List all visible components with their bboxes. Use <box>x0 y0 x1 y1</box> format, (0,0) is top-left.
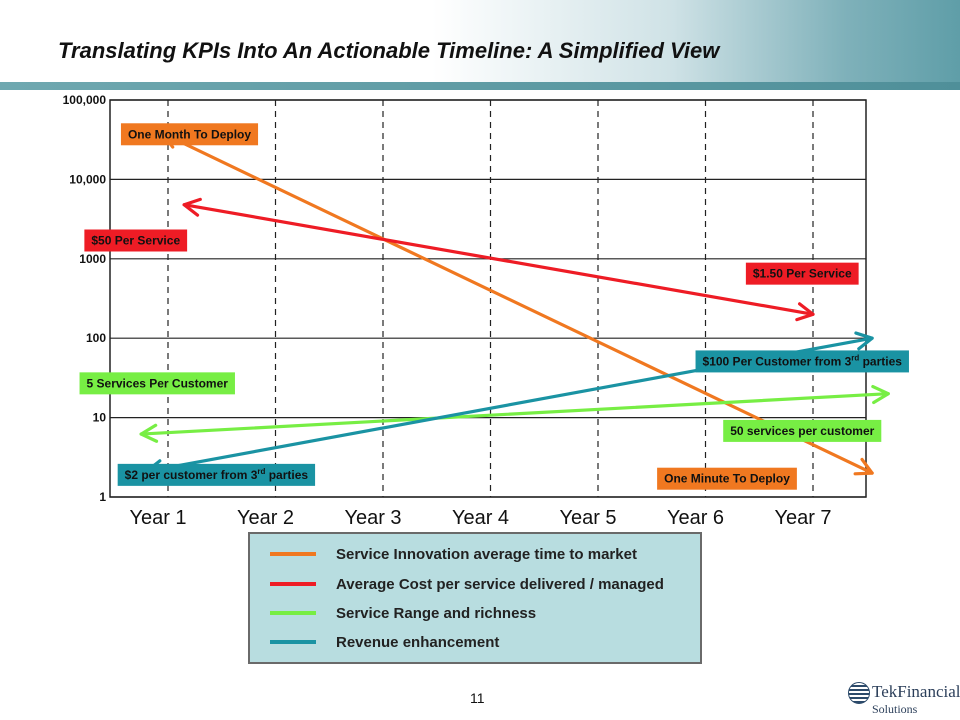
annotation-text: $50 Per Service <box>91 234 180 248</box>
legend-label-range: Service Range and richness <box>336 604 537 622</box>
series-line-2 <box>139 392 890 436</box>
annotation-box <box>695 350 909 373</box>
chart-legend: Service Innovation average time to marke… <box>248 532 702 664</box>
x-tick-label: Year 7 <box>774 507 831 529</box>
annotation-text: One Month To Deploy <box>128 127 251 141</box>
y-tick-label: 10 <box>93 411 107 425</box>
x-tick-label: Year 5 <box>559 507 616 529</box>
legend-item-cost: Average Cost per service delivered / man… <box>270 574 664 594</box>
series-arrowhead-end-0 <box>853 457 874 476</box>
annotation-text: One Minute To Deploy <box>664 472 790 486</box>
annotation-box <box>79 372 235 395</box>
x-tick-label: Year 6 <box>667 507 724 529</box>
x-tick-label: Year 3 <box>344 507 401 529</box>
y-tick-label: 100 <box>86 331 106 345</box>
annotation-box <box>745 262 859 285</box>
legend-swatch-range <box>270 611 316 615</box>
y-tick-label: 10,000 <box>69 172 106 186</box>
legend-label-revenue: Revenue enhancement <box>336 633 500 651</box>
x-tick-label: Year 4 <box>452 507 509 529</box>
logo-name: TekFinancial <box>872 682 960 701</box>
y-tick-label: 100,000 <box>63 93 107 107</box>
legend-swatch-revenue <box>270 640 316 644</box>
series-line-1 <box>182 203 815 316</box>
annotation-box <box>120 123 259 146</box>
x-tick-label: Year 2 <box>237 507 294 529</box>
annotation-box <box>84 229 188 252</box>
legend-label-cost: Average Cost per service delivered / man… <box>336 575 664 593</box>
annotation-text: $100 Per Customer from 3rd parties <box>703 353 903 368</box>
annotation-text: 50 services per customer <box>730 424 874 438</box>
legend-item-innovation: Service Innovation average time to marke… <box>270 544 637 564</box>
page-number: 11 <box>470 690 485 706</box>
annotation-box <box>723 419 882 442</box>
legend-item-revenue: Revenue enhancement <box>270 632 499 652</box>
series-arrowhead-end-3 <box>854 331 874 351</box>
y-tick-label: 1 <box>99 490 106 504</box>
header-band <box>0 0 960 86</box>
annotation-box <box>657 467 797 490</box>
slide-title: Translating KPIs Into An Actionable Time… <box>58 38 720 63</box>
legend-swatch-innovation <box>270 552 316 556</box>
legend-swatch-cost <box>270 582 316 586</box>
company-logo: TekFinancial Solutions <box>846 680 960 718</box>
annotation-text: $1.50 Per Service <box>753 267 852 281</box>
legend-label-innovation: Service Innovation average time to marke… <box>336 545 637 563</box>
y-tick-label: 1000 <box>79 252 106 266</box>
globe-icon <box>848 682 870 704</box>
series-arrowhead-end-2 <box>871 384 890 405</box>
x-tick-label: Year 1 <box>129 507 186 529</box>
series-arrowhead-start-2 <box>139 423 159 443</box>
series-arrowhead-start-1 <box>182 197 202 217</box>
legend-item-range: Service Range and richness <box>270 603 536 623</box>
series-arrowhead-end-1 <box>795 302 815 322</box>
series-line-0 <box>161 131 874 475</box>
annotation-text: 5 Services Per Customer <box>87 376 229 390</box>
annotation-text: $2 per customer from 3rd parties <box>125 467 309 482</box>
logo-sub: Solutions <box>872 702 918 716</box>
header-rule <box>0 82 960 90</box>
annotation-box <box>117 463 316 486</box>
